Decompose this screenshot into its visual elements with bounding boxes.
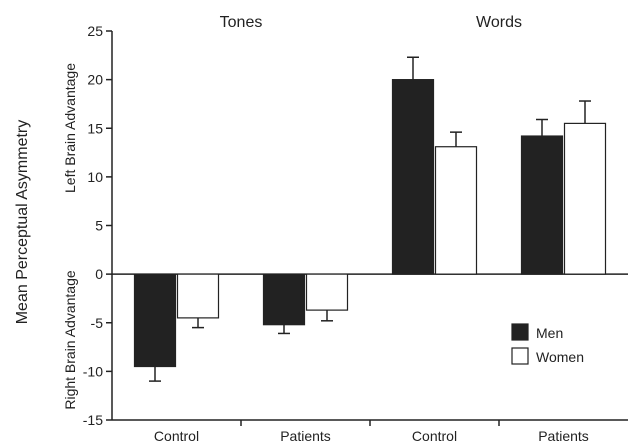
y-axis-title: Mean Perceptual Asymmetry xyxy=(14,120,31,325)
bar-women xyxy=(305,273,349,311)
bar-men xyxy=(133,273,177,368)
x-category-label: Control xyxy=(412,428,457,444)
y-tick-label: 15 xyxy=(87,120,103,136)
group-label: Tones xyxy=(220,14,263,31)
y-tick-label: -15 xyxy=(83,412,103,428)
x-category-label: Patients xyxy=(538,428,589,444)
bar-men xyxy=(391,79,435,275)
y-axis-title-group: Mean Perceptual Asymmetry Left Brain Adv… xyxy=(14,63,78,410)
y-axis-lower-label: Right Brain Advantage xyxy=(62,270,78,410)
y-tick-label: -10 xyxy=(83,363,103,379)
bar-women xyxy=(434,146,478,275)
y-tick-label: 25 xyxy=(87,23,103,39)
legend-swatch-women xyxy=(511,347,529,365)
bar-women xyxy=(176,273,220,319)
group-label: Words xyxy=(476,14,522,31)
legend-label: Women xyxy=(536,349,584,365)
y-tick-label: -5 xyxy=(91,315,104,331)
y-tick-label: 0 xyxy=(95,266,103,282)
y-axis-upper-label: Left Brain Advantage xyxy=(62,63,78,193)
legend-label: Men xyxy=(536,325,563,341)
x-category-label: Control xyxy=(154,428,199,444)
y-tick-label: 20 xyxy=(87,72,103,88)
y-tick-label: 10 xyxy=(87,169,103,185)
bar-men xyxy=(262,273,306,326)
legend-swatch-men xyxy=(511,323,529,341)
bar-men xyxy=(520,135,564,275)
plot-area: 25 20 15 10 5 0 -5 -10 -15 Control Patients Control… xyxy=(83,14,628,444)
legend: Men Women xyxy=(511,323,584,365)
x-category-label: Patients xyxy=(280,428,331,444)
bar-women xyxy=(563,122,607,275)
y-tick-label: 5 xyxy=(95,218,103,234)
